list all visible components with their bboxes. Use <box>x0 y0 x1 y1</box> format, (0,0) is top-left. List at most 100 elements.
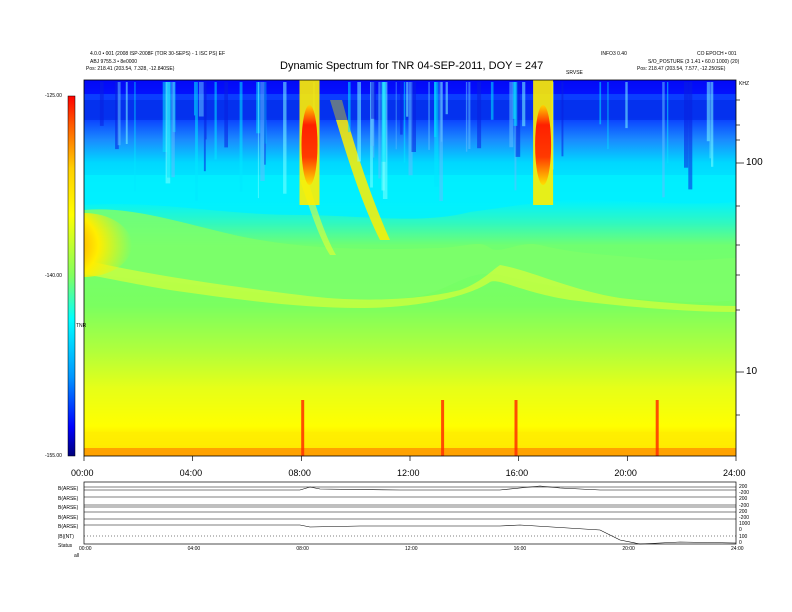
spectrum-streak <box>667 82 669 164</box>
subpanel-row-label: |B|(NT) <box>58 533 74 540</box>
header-info-right-3: Pos: 218.47 (203.54, 7.577, -12.250SE) <box>637 66 726 72</box>
subpanel-x-tick-label: 08:00 <box>296 546 309 552</box>
burst-core <box>301 105 318 185</box>
subpanel-right-label: -200 <box>739 502 750 509</box>
low-frequency-spike <box>514 400 518 456</box>
colorbar-tick-top: -125.00 <box>45 93 62 99</box>
y-unit-label: KHZ <box>739 81 749 87</box>
spectrum-streak <box>283 82 287 194</box>
spectrum-streak <box>709 82 711 159</box>
header-info-left-3: Pos: 218.41 (203.54, 7.328, -12.840SE) <box>86 66 175 72</box>
subpanel-row-label: B(ARSE) <box>58 486 79 492</box>
x-tick-label: 08:00 <box>288 468 311 478</box>
spectrum-streak <box>439 82 443 202</box>
spectrum-streak <box>239 82 243 192</box>
spectrum-streak <box>257 82 259 199</box>
x-tick-label: 00:00 <box>71 468 94 478</box>
x-tick-label: 16:00 <box>505 468 529 478</box>
spectrum-streak <box>162 82 168 152</box>
spectrum-streak <box>445 82 448 115</box>
subpanel-row-label: B(ARSE) <box>58 495 79 502</box>
spectrum-streak <box>99 82 104 126</box>
colorbar <box>67 95 76 457</box>
spectrum-streak <box>515 82 521 157</box>
green-boundary <box>84 209 736 303</box>
burst-arc-1 <box>330 100 390 240</box>
colorbar-tick-mid: -140.00 <box>45 273 62 279</box>
subpanel-x-tick-label: 24:00 <box>731 546 744 552</box>
y-axis-ticks <box>736 99 744 416</box>
yellow-ridge <box>84 260 736 312</box>
spectrum-streak <box>428 82 430 150</box>
spectrum-streak <box>465 82 468 152</box>
spectrum-streak <box>205 82 207 140</box>
y-tick-100: 100 <box>746 157 763 168</box>
spectrum-streak <box>224 82 228 148</box>
subpanel-right-label: 1000 <box>739 521 751 528</box>
spectrum-streak <box>348 82 351 133</box>
header-info-right-2: S/O_POSTURE (3 1.41 • 60.0 1000) (20) <box>648 59 740 65</box>
subpanel-right-label: 100 <box>739 533 748 540</box>
colorbar-label: TNR <box>76 323 87 329</box>
spectrum-streak <box>125 82 128 144</box>
spectrum-streak <box>434 82 437 138</box>
header-info-right-tag2: CO EPOCH • 001 <box>697 51 737 57</box>
header-info-left-2: ABJ 9755.3 • 8e0000 <box>90 59 138 65</box>
subpanel-x-tick-label: 04:00 <box>187 546 201 552</box>
spectrum-streak <box>513 82 518 126</box>
spectrum-streak <box>607 82 609 150</box>
subpanel-x-tick-label: 00:00 <box>79 546 92 552</box>
spectrum-streak <box>260 82 265 181</box>
spectrum-streak <box>167 82 172 178</box>
chart-title: Dynamic Spectrum for TNR 04-SEP-2011, DO… <box>280 60 544 72</box>
spectrum-streak <box>406 82 409 117</box>
subpanel-right-label: 200 <box>739 496 748 503</box>
low-frequency-spike <box>301 400 305 456</box>
low-frequency-spike <box>441 400 445 456</box>
spectrum-streak <box>662 82 665 198</box>
spectrum-streak <box>371 82 376 119</box>
subpanel-right-label: 0 <box>739 527 742 534</box>
subpanel-right-label: 200 <box>739 484 748 490</box>
x-tick-label: 24:00 <box>723 468 746 478</box>
subpanel-right-label: 0 <box>739 539 742 546</box>
colorbar-tick-bottom: -155.00 <box>45 453 62 459</box>
subpanel-row-label: B(ARSE) <box>58 514 79 521</box>
spectrum-streak <box>408 82 413 176</box>
spectrum-streak <box>194 82 196 116</box>
spectrum-streak <box>195 82 198 201</box>
subpanel-x-tick-label: 20:00 <box>622 546 635 552</box>
x-tick-label: 04:00 <box>179 468 203 478</box>
spectrum-streak <box>203 82 206 172</box>
spectrum-streak <box>711 82 714 167</box>
subpanel-status-value: all <box>74 553 80 559</box>
spectrum-streak <box>400 82 403 135</box>
spectrum-streak <box>171 82 175 178</box>
spectrum-streak <box>468 82 471 149</box>
spectrum-streak <box>625 82 628 129</box>
spectrum-streak <box>684 82 689 168</box>
spectrum-streak <box>411 82 416 152</box>
spectrum-streak <box>509 82 514 148</box>
subpanel-row-label: B(ARSE) <box>58 505 79 511</box>
spectrum-streak <box>134 82 136 192</box>
spectrum-streak <box>490 82 494 120</box>
spectrum-streak <box>357 82 361 162</box>
subpanel-row-label: Status <box>58 543 73 549</box>
spectrum-streak <box>378 82 381 179</box>
spectrum-streak <box>434 82 439 187</box>
spectrum-streak <box>264 82 266 165</box>
spectrum-streak <box>115 82 119 150</box>
spectrum-streak <box>561 82 564 157</box>
y-tick-10: 10 <box>746 366 758 377</box>
spectrum-streak <box>688 82 693 190</box>
spectrum-streak <box>214 82 217 160</box>
bottom-band-orange <box>84 448 736 456</box>
subpanel-right-label: -200 <box>739 515 750 521</box>
subpanel-row-label: B(ARSE) <box>58 524 79 530</box>
header-info-right-tag1: INFO3 0.40 <box>601 51 627 57</box>
hot-spot-left <box>84 213 132 277</box>
spectrum-streak <box>395 82 397 150</box>
header-info-left-1: 4.0.0 • 001 (2008 ISP-2008F (TOR 30-SEPS… <box>90 51 226 57</box>
